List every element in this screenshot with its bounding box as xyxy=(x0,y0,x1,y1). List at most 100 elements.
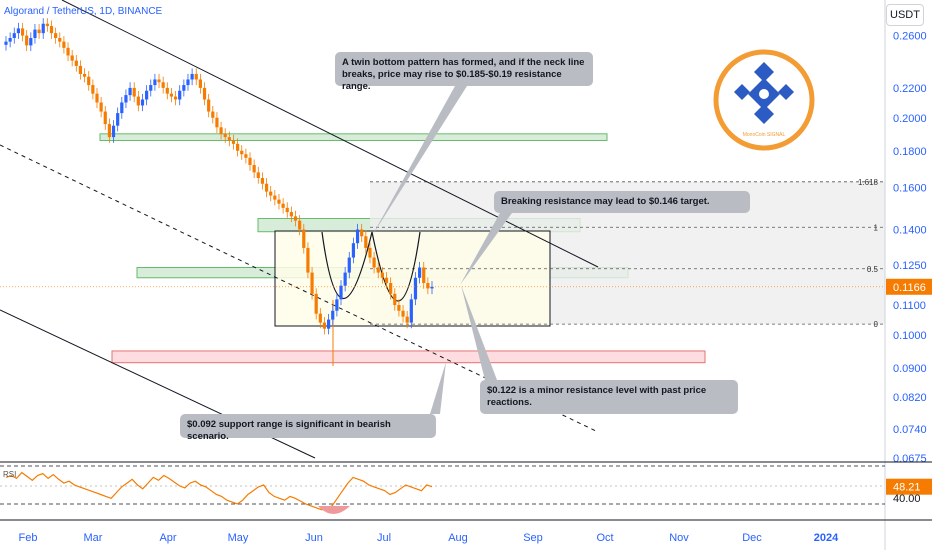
candle-body xyxy=(372,257,376,268)
candle-body xyxy=(8,37,12,42)
candle-body xyxy=(401,310,405,317)
x-tick-label: Jun xyxy=(305,532,323,544)
candle-body xyxy=(318,313,322,323)
y-tick-label: 0.1800 xyxy=(893,146,927,158)
candle-body xyxy=(298,220,302,230)
x-axis[interactable]: Feb Mar Apr May Jun Jul Aug Sep Oct Nov Dec 2024 xyxy=(19,532,840,544)
candle-body xyxy=(293,216,298,221)
y-tick-label: 0.0900 xyxy=(893,363,927,375)
fib-label-1.618: 1.618 xyxy=(858,178,879,187)
candle-body xyxy=(269,191,273,196)
last-price-badge xyxy=(886,278,932,295)
candle-body xyxy=(322,322,327,329)
candle-body xyxy=(273,195,277,200)
candle-body xyxy=(380,272,384,278)
callout-pointer-1 xyxy=(372,86,467,236)
fib-label-0: 0 xyxy=(874,320,879,329)
y-tick-label: 0.1600 xyxy=(893,183,927,195)
candle-body xyxy=(413,277,418,300)
candle-body xyxy=(310,272,314,294)
candle-body xyxy=(231,140,236,144)
candle-body xyxy=(124,95,128,103)
candle-body xyxy=(54,33,58,38)
candle-body xyxy=(145,90,149,100)
candle-body xyxy=(132,87,136,97)
candle-body xyxy=(244,154,248,158)
candle-body xyxy=(355,229,360,244)
candle-body xyxy=(95,93,99,103)
rsi-oversold-fill xyxy=(318,506,350,514)
upper-channel-line xyxy=(61,0,599,268)
candle-body xyxy=(202,87,207,100)
x-tick-label: Oct xyxy=(596,532,613,544)
bottom-2-arc xyxy=(371,231,421,302)
candle-body xyxy=(376,267,380,273)
candle-body xyxy=(240,150,244,155)
candle-body xyxy=(128,87,132,96)
y-tick-label: 0.0675 xyxy=(893,453,927,465)
candle-body xyxy=(264,183,269,192)
candle-body xyxy=(111,125,116,138)
candle-body xyxy=(409,299,413,323)
y-axis[interactable]: 0.2600 0.2200 0.2000 0.1800 0.1600 0.1400 0.12… xyxy=(884,0,932,550)
candle-body xyxy=(426,283,430,289)
candle-body xyxy=(66,47,70,56)
candle-body xyxy=(236,143,240,151)
candle-body xyxy=(285,207,289,213)
x-tick-label: Mar xyxy=(84,532,103,544)
rsi-value-label: 48.21 xyxy=(893,482,921,494)
candle-body xyxy=(281,203,285,208)
y-tick-label: 0.1250 xyxy=(893,260,927,272)
candle-body xyxy=(393,293,397,306)
x-tick-label: Dec xyxy=(742,532,762,544)
candle-body xyxy=(45,23,49,27)
candle-body xyxy=(252,164,256,173)
chart-title: Algorand / TetherUS, 1D, BINANCE xyxy=(4,6,163,17)
currency-unit-button[interactable]: USDT xyxy=(886,4,924,26)
candle-body xyxy=(248,157,252,165)
candle-body xyxy=(194,73,198,80)
candle-body xyxy=(227,137,231,141)
candle-body xyxy=(178,90,182,100)
annotation-target: Breaking resistance may lead to $0.146 t… xyxy=(494,191,750,213)
x-tick-label: Sep xyxy=(523,532,543,544)
candle-body xyxy=(4,41,8,45)
annotation-twin-bottom: A twin bottom pattern has formed, and if… xyxy=(335,52,593,92)
candle-body xyxy=(49,26,54,34)
candle-body xyxy=(422,267,426,284)
callout-pointer-4 xyxy=(430,362,446,414)
candle-body xyxy=(314,293,318,314)
candle-body xyxy=(223,133,227,138)
candle-body xyxy=(87,76,91,86)
logo-text: MonoCoin SIGNAL xyxy=(743,132,786,138)
candle-body xyxy=(99,102,103,112)
zone-support xyxy=(111,350,706,364)
candle-body xyxy=(161,82,165,88)
y-tick-label: 0.2200 xyxy=(893,83,927,95)
y-tick-label: 0.0820 xyxy=(893,392,927,404)
candle-body xyxy=(368,247,372,258)
candle-body xyxy=(149,85,153,91)
candle-body xyxy=(339,285,343,300)
x-tick-label: May xyxy=(228,532,249,544)
x-tick-label: Feb xyxy=(19,532,38,544)
candle-body xyxy=(58,37,62,42)
x-tick-label: 2024 xyxy=(814,532,839,544)
candle-body xyxy=(169,93,174,97)
candle-body xyxy=(107,124,111,138)
callout-pointer-3 xyxy=(461,285,497,380)
candle-body xyxy=(397,305,401,311)
candle-body xyxy=(405,316,409,323)
annotation-minor-resistance: $0.122 is a minor resistance level with … xyxy=(480,380,738,414)
y-tick-label: 0.2600 xyxy=(893,31,927,43)
candle-body xyxy=(360,229,364,237)
candle-body xyxy=(256,172,260,179)
candle-body xyxy=(215,117,219,128)
candle-body xyxy=(140,99,145,106)
candle-body xyxy=(343,272,347,286)
candle-body xyxy=(190,73,194,80)
x-tick-label: Jul xyxy=(377,532,391,544)
candle-body xyxy=(351,243,356,258)
